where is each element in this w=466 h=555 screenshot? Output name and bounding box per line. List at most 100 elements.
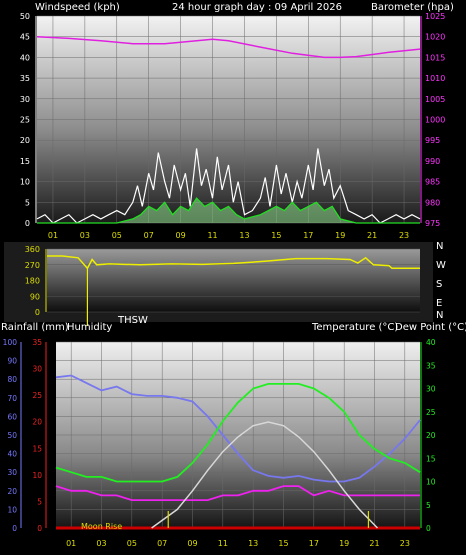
- series-wind-line: [37, 197, 420, 224]
- humidity-axis-title: Humidity: [67, 322, 112, 333]
- temperature-tick-label: 35: [426, 361, 436, 370]
- wind-tick-label: 30: [20, 95, 30, 104]
- windspeed-axis-title: Windspeed (kph): [35, 2, 120, 13]
- hour-tick-label: 23: [400, 539, 410, 548]
- compass-label: W: [436, 260, 446, 271]
- rain-tick-label: 25: [32, 391, 42, 400]
- hour-tick-label: 17: [309, 539, 319, 548]
- hour-tick-label: 13: [239, 231, 249, 240]
- series-barometer-line: [36, 35, 421, 59]
- humidity-tick-label: 30: [7, 468, 17, 477]
- thsw-label: THSW: [117, 315, 148, 326]
- direction-tick-label: 180: [25, 277, 40, 286]
- barometer-tick-label: 995: [425, 136, 440, 145]
- rain-tick-label: 10: [32, 471, 42, 480]
- wind-tick-label: 20: [20, 136, 30, 145]
- hour-tick-label: 21: [369, 539, 379, 548]
- hour-tick-label: 17: [303, 231, 313, 240]
- wind-tick-label: 45: [20, 33, 30, 42]
- humidity-tick-label: 60: [7, 412, 17, 421]
- rain-tick-label: 20: [32, 418, 42, 427]
- wind-tick-label: 35: [20, 74, 30, 83]
- temperature-tick-label: 5: [426, 501, 431, 510]
- compass-label: E: [436, 298, 442, 309]
- rainfall-axis-title: Rainfall (mm): [1, 322, 69, 333]
- temperature-tick-label: 20: [426, 431, 436, 440]
- humidity-tick-label: 70: [7, 394, 17, 403]
- hour-tick-label: 19: [339, 539, 349, 548]
- humidity-tick-label: 20: [7, 487, 17, 496]
- hour-tick-label: 09: [176, 231, 186, 240]
- wind-tick-label: 15: [20, 157, 30, 166]
- hour-tick-label: 11: [207, 231, 217, 240]
- barometer-tick-label: 980: [425, 198, 440, 207]
- direction-tick-label: 0: [35, 308, 40, 317]
- rain-tick-label: 0: [37, 524, 42, 533]
- hour-tick-label: 01: [48, 231, 58, 240]
- barometer-tick-label: 990: [425, 157, 440, 166]
- series-humidity-line: [55, 374, 421, 483]
- humidity-tick-label: 80: [7, 375, 17, 384]
- hour-tick-label: 13: [248, 539, 258, 548]
- graph-title: 24 hour graph day : 09 April 2026: [172, 2, 342, 13]
- hour-tick-label: 05: [112, 231, 122, 240]
- barometer-tick-label: 1020: [425, 33, 445, 42]
- barometer-axis-title: Barometer (hpa): [371, 2, 454, 13]
- humidity-tick-label: 90: [7, 357, 17, 366]
- wind-area: [37, 198, 420, 223]
- hour-tick-label: 01: [66, 539, 76, 548]
- wind-tick-label: 40: [20, 53, 30, 62]
- temperature-tick-label: 10: [426, 478, 436, 487]
- wind-tick-label: 10: [20, 178, 30, 187]
- wind-tick-label: 0: [25, 219, 30, 228]
- compass-label: N: [436, 241, 443, 252]
- temperature-tick-label: 25: [426, 408, 436, 417]
- direction-tick-label: 360: [25, 245, 40, 254]
- humidity-tick-label: 50: [7, 431, 17, 440]
- hour-tick-label: 15: [278, 539, 288, 548]
- barometer-tick-label: 1000: [425, 116, 445, 125]
- hour-tick-label: 15: [271, 231, 281, 240]
- direction-tick-label: 90: [30, 292, 40, 301]
- temperature-tick-label: 0: [426, 524, 431, 533]
- series-temperature-line: [55, 383, 421, 483]
- temperature-axis-title: Temperature (°C): [311, 322, 398, 333]
- wind-tick-label: 5: [25, 198, 30, 207]
- temperature-tick-label: 15: [426, 454, 436, 463]
- hour-tick-label: 07: [157, 539, 167, 548]
- compass-label: N: [436, 310, 443, 321]
- temperature-tick-label: 30: [426, 385, 436, 394]
- barometer-tick-label: 1005: [425, 95, 445, 104]
- humidity-tick-label: 40: [7, 450, 17, 459]
- wind-tick-label: 25: [20, 116, 30, 125]
- direction-tick-label: 270: [25, 261, 40, 270]
- rain-tick-label: 5: [37, 497, 42, 506]
- hour-tick-label: 19: [335, 231, 345, 240]
- series-direction-line: [47, 255, 420, 270]
- barometer-tick-label: 975: [425, 219, 440, 228]
- humidity-tick-label: 100: [3, 338, 18, 347]
- series-gust-line: [36, 148, 421, 224]
- wind-tick-label: 50: [20, 12, 30, 21]
- hour-tick-label: 11: [218, 539, 228, 548]
- hour-tick-label: 07: [144, 231, 154, 240]
- series-dewpoint-line: [55, 485, 420, 501]
- barometer-tick-label: 1015: [425, 53, 445, 62]
- hour-tick-label: 03: [80, 231, 90, 240]
- rain-tick-label: 15: [32, 444, 42, 453]
- barometer-tick-label: 985: [425, 178, 440, 187]
- barometer-tick-label: 1010: [425, 74, 445, 83]
- moon-rise-label: Moon Rise: [81, 522, 122, 531]
- temperature-tick-label: 40: [426, 338, 436, 347]
- rain-tick-label: 35: [32, 338, 42, 347]
- hour-tick-label: 21: [367, 231, 377, 240]
- hour-tick-label: 09: [187, 539, 197, 548]
- hour-tick-label: 03: [96, 539, 106, 548]
- humidity-tick-label: 10: [7, 505, 17, 514]
- compass-label: S: [436, 279, 442, 290]
- hour-tick-label: 23: [399, 231, 409, 240]
- rain-tick-label: 30: [32, 365, 42, 374]
- dewpoint-axis-title: Dew Point (°C): [395, 322, 466, 333]
- hour-tick-label: 05: [127, 539, 137, 548]
